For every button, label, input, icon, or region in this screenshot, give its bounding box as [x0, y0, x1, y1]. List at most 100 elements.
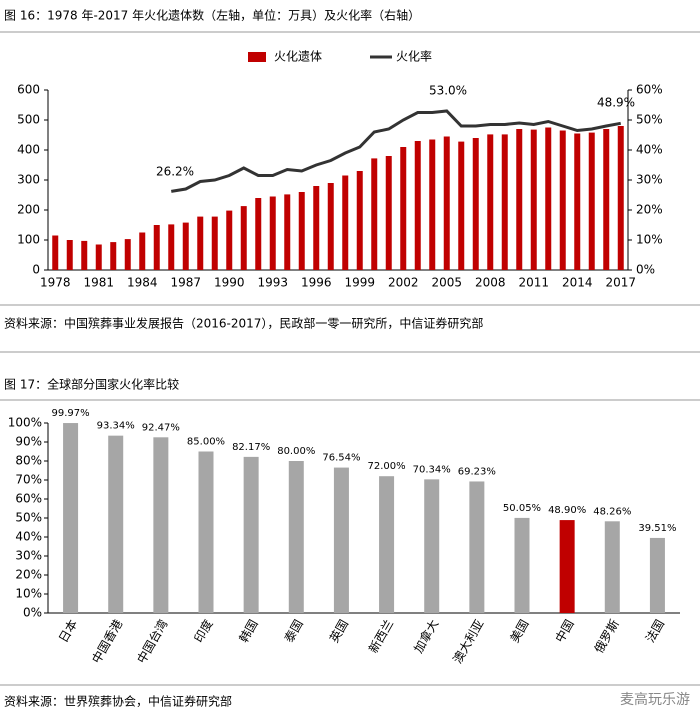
y-tick-label: 500 — [17, 113, 40, 127]
y-tick-label: 400 — [17, 143, 40, 157]
x-tick-label: 1996 — [301, 276, 332, 290]
value-label: 93.34% — [97, 421, 135, 432]
bar — [516, 129, 523, 270]
value-label: 69.23% — [458, 466, 496, 477]
bar — [429, 139, 436, 270]
y-tick-label: 600 — [17, 83, 40, 97]
x-tick-label: 韩国 — [236, 617, 261, 645]
value-label: 80.00% — [277, 446, 315, 457]
watermark: 麦高玩乐游 — [620, 691, 690, 708]
y-tick-label: 0% — [23, 606, 42, 620]
bar — [108, 435, 124, 613]
y-tick-label: 30% — [15, 549, 42, 563]
y-tick-label: 90% — [15, 435, 42, 449]
bar — [197, 216, 204, 270]
x-tick-label: 1990 — [214, 276, 245, 290]
y-tick-label: 60% — [15, 492, 42, 506]
y-tick-label: 100 — [17, 233, 40, 247]
bar — [168, 224, 175, 270]
x-tick-label: 中国 — [552, 617, 577, 645]
y-tick-label: 300 — [17, 173, 40, 187]
y2-tick-label: 0% — [636, 263, 655, 277]
bar — [198, 451, 214, 613]
value-label: 48.26% — [593, 506, 631, 517]
bar — [356, 171, 363, 270]
bar — [226, 210, 233, 270]
bar — [443, 136, 450, 270]
value-label: 92.47% — [142, 422, 180, 433]
x-tick-label: 英国 — [327, 617, 351, 645]
x-tick-label: 加拿大 — [410, 617, 441, 656]
x-tick-label: 1981 — [83, 276, 114, 290]
legend-label: 火化遗体 — [274, 50, 322, 64]
bar — [124, 239, 131, 270]
annotation: 53.0% — [429, 84, 467, 98]
bar — [574, 133, 581, 270]
value-label: 82.17% — [232, 442, 270, 453]
x-tick-label: 2005 — [431, 276, 462, 290]
x-tick-label: 澳大利亚 — [450, 617, 486, 666]
source-note: 资料来源：世界殡葬协会，中信证券研究部 — [4, 694, 232, 709]
x-tick-label: 1987 — [170, 276, 201, 290]
x-tick-label: 俄罗斯 — [592, 617, 622, 655]
bar — [211, 216, 218, 270]
bar — [530, 129, 537, 270]
bar — [66, 240, 73, 270]
y2-tick-label: 20% — [636, 203, 663, 217]
x-tick-label: 中国香港 — [88, 617, 125, 666]
value-label: 39.51% — [638, 523, 676, 534]
y2-tick-label: 30% — [636, 173, 663, 187]
bar — [269, 196, 276, 270]
bar — [63, 423, 79, 613]
x-tick-label: 法国 — [643, 617, 667, 645]
bar — [414, 141, 421, 270]
bar — [545, 127, 552, 270]
bar — [487, 134, 494, 270]
value-label: 48.90% — [548, 505, 586, 516]
x-tick-label: 美国 — [507, 617, 531, 645]
bar — [240, 206, 247, 270]
x-tick-label: 1978 — [40, 276, 71, 290]
bar — [649, 537, 665, 613]
bar — [559, 520, 575, 613]
y-tick-label: 80% — [15, 454, 42, 468]
value-label: 76.54% — [322, 453, 360, 464]
x-tick-label: 印度 — [191, 617, 216, 645]
y-tick-label: 20% — [15, 568, 42, 582]
line-series — [171, 109, 622, 193]
bar — [501, 134, 508, 270]
bar — [288, 461, 304, 613]
bar — [255, 198, 262, 270]
bar — [327, 183, 334, 270]
x-tick-label: 2011 — [518, 276, 549, 290]
y2-tick-label: 50% — [636, 113, 663, 127]
bar — [472, 138, 479, 270]
bar — [313, 186, 320, 270]
x-tick-label: 新西兰 — [365, 617, 396, 656]
bar — [139, 232, 146, 270]
bar — [333, 467, 349, 613]
value-label: 50.05% — [503, 503, 541, 514]
bar — [588, 132, 595, 270]
x-tick-label: 泰国 — [282, 617, 306, 645]
x-tick-label: 2008 — [475, 276, 506, 290]
x-tick-label: 2014 — [562, 276, 593, 290]
bar — [371, 158, 378, 270]
y-tick-label: 50% — [15, 511, 42, 525]
y2-tick-label: 10% — [636, 233, 663, 247]
annotation: 48.9% — [597, 96, 635, 110]
bar — [153, 225, 160, 270]
chart-title: 图 17：全球部分国家火化率比较 — [4, 377, 179, 392]
bar — [385, 156, 392, 270]
bar — [95, 244, 102, 270]
bar — [342, 175, 349, 270]
x-tick-label: 2002 — [388, 276, 419, 290]
bar — [284, 194, 291, 270]
bar — [182, 222, 189, 270]
bar — [153, 437, 169, 613]
y-tick-label: 70% — [15, 473, 42, 487]
y2-tick-label: 60% — [636, 83, 663, 97]
legend-label: 火化率 — [396, 49, 432, 64]
